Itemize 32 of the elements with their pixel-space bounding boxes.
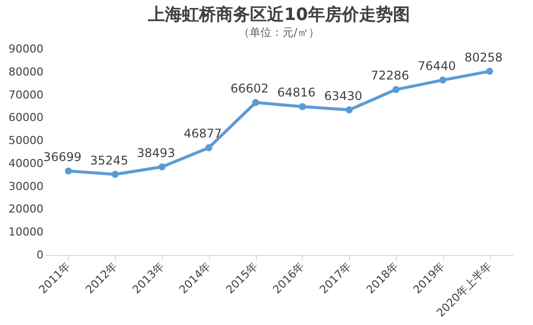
data-label: 72286 xyxy=(370,68,410,83)
y-tick-label: 90000 xyxy=(8,42,44,56)
point xyxy=(64,167,72,175)
data-label: 63430 xyxy=(324,88,362,103)
y-tick-label: 30000 xyxy=(8,180,44,193)
point xyxy=(252,99,260,106)
point xyxy=(486,68,494,75)
point xyxy=(298,103,306,110)
y-tick-label: 40000 xyxy=(8,156,44,170)
data-label: 36699 xyxy=(43,150,82,164)
y-tick-label: 50000 xyxy=(8,134,44,148)
chart-subtitle: （单位：元/㎡） xyxy=(238,26,320,39)
y-tick-label: 20000 xyxy=(8,202,44,216)
point xyxy=(439,76,446,84)
data-label: 76440 xyxy=(418,59,456,74)
point xyxy=(112,170,119,178)
point xyxy=(205,144,212,152)
y-tick-label: 60000 xyxy=(8,111,44,124)
data-label: 38493 xyxy=(136,146,176,160)
y-tick-label: 70000 xyxy=(8,88,44,102)
point xyxy=(158,163,166,170)
y-tick-label: 80000 xyxy=(8,65,44,78)
data-label: 46877 xyxy=(184,126,222,141)
data-label: 66602 xyxy=(230,82,269,96)
data-label: 64816 xyxy=(277,86,316,100)
data-label: 35245 xyxy=(90,153,128,168)
point xyxy=(392,86,400,94)
y-tick-label: 10000 xyxy=(8,226,44,239)
data-label: 80258 xyxy=(464,50,503,64)
point xyxy=(346,106,353,114)
chart-title: 上海虹桥商务区近10年房价走势图 xyxy=(147,5,410,25)
y-tick-label: 0 xyxy=(36,248,44,262)
